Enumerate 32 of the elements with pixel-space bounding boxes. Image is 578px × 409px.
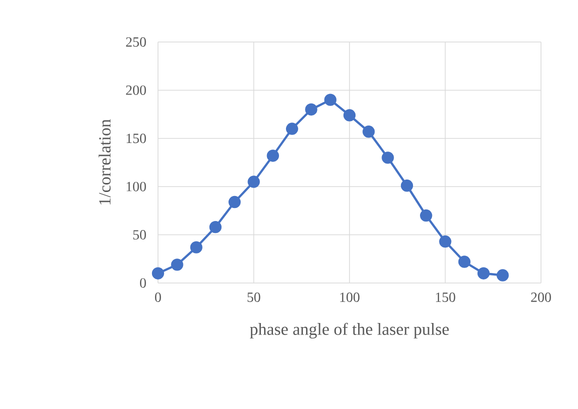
x-tick-label: 200 xyxy=(531,292,551,302)
point xyxy=(343,109,356,122)
point xyxy=(286,122,298,135)
y-axis-title: 1/correlation xyxy=(98,119,111,204)
x-tick-label: 150 xyxy=(436,292,456,302)
point xyxy=(477,267,490,280)
x-tick-label: 50 xyxy=(248,292,260,302)
x-tick-label: 0 xyxy=(155,292,161,302)
point xyxy=(152,267,164,280)
y-tick-label: 0 xyxy=(140,278,146,288)
y-tick-label: 200 xyxy=(126,85,146,95)
point xyxy=(362,126,375,138)
point xyxy=(458,256,470,268)
y-tick-label: 150 xyxy=(126,134,146,144)
point xyxy=(439,235,452,248)
x-axis-title: phase angle of the laser pulse xyxy=(250,322,449,338)
point xyxy=(248,176,260,188)
point xyxy=(266,150,279,162)
y-tick-label: 50 xyxy=(133,230,146,240)
point xyxy=(324,94,336,106)
point xyxy=(496,269,509,282)
point xyxy=(228,196,241,208)
y-tick-label: 250 xyxy=(126,37,146,47)
point xyxy=(190,241,202,254)
point xyxy=(420,209,432,222)
point xyxy=(171,258,184,271)
y-tick-label: 100 xyxy=(126,182,146,192)
point xyxy=(400,180,414,192)
point xyxy=(382,152,394,164)
x-tick-label: 100 xyxy=(340,292,360,302)
point xyxy=(305,103,318,116)
point xyxy=(209,220,222,234)
